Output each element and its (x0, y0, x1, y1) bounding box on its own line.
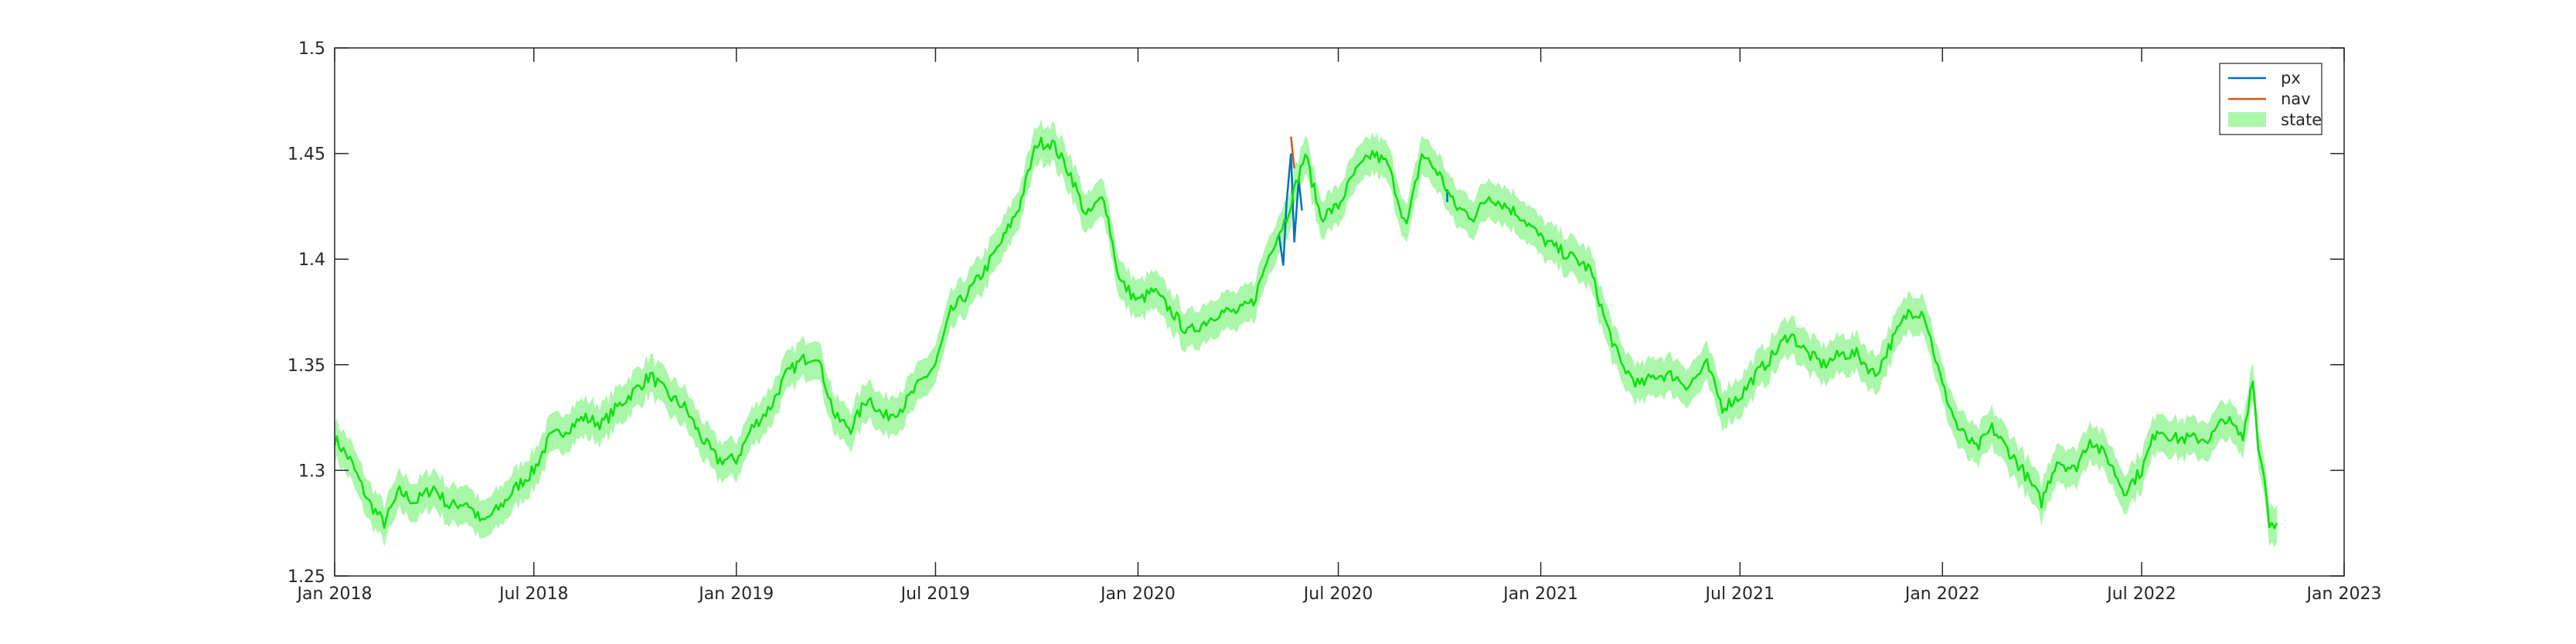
y-tick-label: 1.3 (298, 462, 325, 481)
y-tick-label: 1.5 (298, 39, 325, 59)
x-tick-label: Jan 2020 (1099, 584, 1176, 604)
state-band-layer (335, 118, 2278, 547)
x-tick-label: Jan 2023 (2305, 584, 2382, 604)
px-segment (1298, 179, 1303, 211)
x-tick-label: Jul 2022 (2105, 584, 2176, 604)
x-tick-label: Jan 2022 (1904, 584, 1980, 604)
px-segment (1293, 179, 1300, 243)
y-tick-label: 1.4 (298, 250, 325, 270)
legend-label-state: state (2281, 111, 2322, 129)
x-tick-label: Jan 2021 (1502, 584, 1578, 604)
y-tick-label: 1.35 (288, 356, 325, 376)
x-tick-label: Jul 2020 (1302, 584, 1373, 604)
nav-segment (1290, 136, 1295, 169)
legend-swatch-state (2228, 112, 2266, 127)
px-segment (1285, 153, 1292, 203)
plot-area (335, 48, 2344, 576)
plot-frame (334, 47, 2345, 577)
x-tick-labels: Jan 2018 Jul 2018 Jan 2019 Jul 2019 Jan 2020… (296, 584, 2382, 604)
y-tick-label: 1.45 (288, 145, 325, 165)
x-tick-label: Jul 2019 (900, 584, 971, 604)
legend-label-nav: nav (2281, 90, 2311, 108)
state-line (333, 136, 2278, 530)
state-confidence-band (335, 118, 2278, 547)
x-tick-label: Jul 2021 (1704, 584, 1775, 604)
legend-label-px: px (2281, 69, 2301, 87)
legend: px nav state (2219, 63, 2322, 135)
series-line-layer (333, 136, 2278, 530)
y-tick-label: 1.25 (288, 567, 325, 587)
x-tick-label: Jan 2019 (697, 584, 774, 604)
px-segment (1278, 233, 1285, 266)
px-segment (1282, 202, 1288, 266)
x-tick-label: Jan 2018 (296, 584, 373, 604)
tick-layer (334, 47, 2345, 577)
x-tick-label: Jul 2018 (498, 584, 569, 604)
y-tick-labels: 1.25 1.3 1.35 1.4 1.45 1.5 (288, 39, 325, 587)
